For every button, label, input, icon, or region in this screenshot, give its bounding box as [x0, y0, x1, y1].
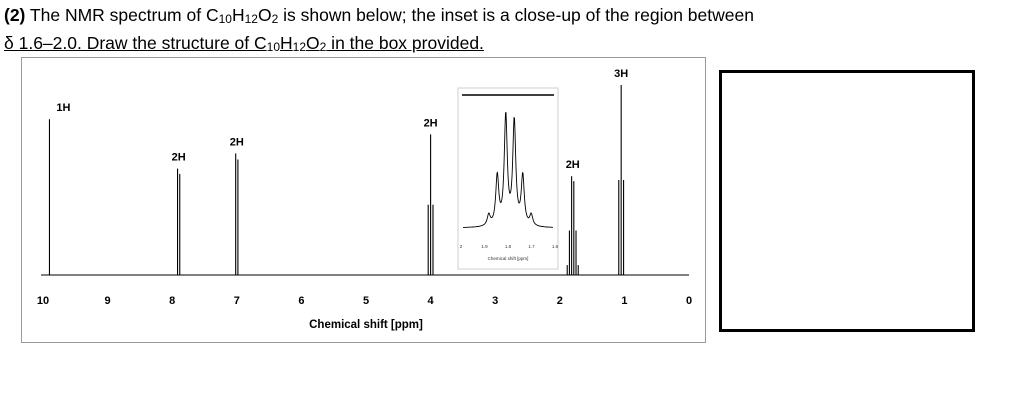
- peak-integration-label-2: 2H: [230, 136, 244, 148]
- x-tick-label-6: 6: [298, 295, 304, 307]
- x-tick-label-1: 1: [621, 295, 627, 307]
- x-tick-label-8: 8: [169, 295, 175, 307]
- formula-h-count: 12: [244, 12, 258, 26]
- inset-x-axis-label: Chemical shift [ppm]: [488, 256, 529, 261]
- question-number: (2): [4, 5, 26, 25]
- x-tick-label-0: 0: [686, 295, 692, 307]
- x-tick-label-4: 4: [428, 295, 435, 307]
- formula-h: H: [231, 5, 245, 25]
- inset-x-tick-2: 1.8: [505, 244, 512, 249]
- x-axis-label: Chemical shift [ppm]: [309, 319, 423, 331]
- peak-integration-label-3: 2H: [424, 117, 438, 129]
- x-tick-label-3: 3: [492, 295, 498, 307]
- nmr-spectrum-frame: 1H 2H 2H 2H 2H 3H 10 9 8 7 6 5 4 3 2 1 0 Chemical shift […: [21, 57, 706, 343]
- x-tick-label-10: 10: [37, 295, 49, 307]
- peak-integration-label-5: 3H: [614, 68, 628, 80]
- inset-x-tick-4: 1.6: [552, 244, 559, 249]
- x-tick-label-9: 9: [105, 295, 111, 307]
- inset-x-tick-3: 1.7: [528, 244, 535, 249]
- question-line-1: (2) The NMR spectrum of C10H12O2 is show…: [4, 5, 754, 26]
- question-line-2-text: δ 1.6–2.0. Draw the structure of C10H12O…: [4, 33, 484, 54]
- peak-integration-label-4: 2H: [566, 159, 580, 171]
- formula-c-count: 10: [218, 12, 232, 26]
- question-line-2: δ 1.6–2.0. Draw the structure of C10H12O…: [4, 33, 484, 54]
- question-text: The NMR spectrum of C: [25, 5, 219, 25]
- peak-integration-label-1: 2H: [172, 152, 186, 164]
- x-tick-label-7: 7: [234, 295, 240, 307]
- peak-integration-label-0: 1H: [56, 102, 70, 114]
- question-text-rest: is shown below; the inset is a close-up …: [278, 5, 754, 25]
- x-tick-label-5: 5: [363, 295, 369, 307]
- x-tick-label-2: 2: [557, 295, 563, 307]
- formula-o: O: [257, 5, 272, 25]
- formula-o-count: 2: [271, 12, 279, 26]
- inset-multiplet-trace: [463, 111, 553, 228]
- inset-x-tick-1: 1.9: [481, 244, 488, 249]
- inset-x-tick-0: 2: [460, 244, 463, 249]
- structure-answer-box[interactable]: [719, 70, 975, 332]
